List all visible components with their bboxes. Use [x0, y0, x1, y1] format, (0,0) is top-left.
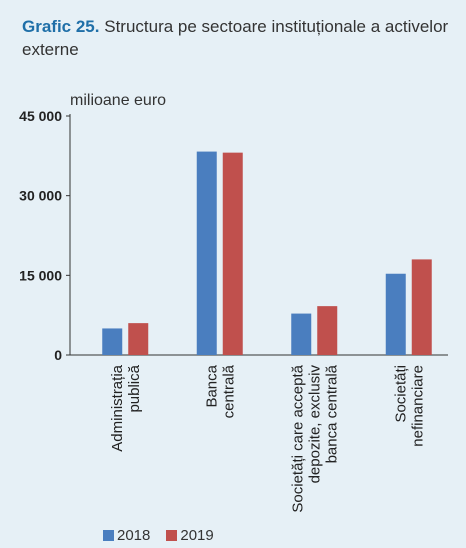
bar-2019-2 [317, 306, 338, 355]
x-category-label: Societăți care acceptă [289, 364, 306, 512]
bar-2019-0 [128, 323, 149, 355]
y-tick-label: 45 000 [19, 108, 62, 124]
unit-label: milioane euro [70, 92, 167, 109]
x-category-label: Administrația [109, 364, 126, 451]
bar-2018-3 [385, 273, 406, 355]
chart-number: Grafic 25. [22, 17, 100, 36]
y-tick-label: 30 000 [19, 188, 62, 204]
bar-2019-1 [222, 152, 243, 355]
bar-2018-0 [102, 328, 123, 355]
legend-item-2018: 2018 [103, 527, 150, 544]
x-category-label: banca centrală [323, 364, 340, 463]
x-category-label: Banca [203, 364, 220, 407]
x-category-label: Societăți [392, 365, 409, 423]
legend: 2018 2019 [103, 527, 230, 544]
x-category-label: nefinanciare [409, 365, 426, 447]
bar-2018-2 [291, 313, 312, 355]
legend-swatch-2019 [166, 530, 178, 541]
legend-item-2019: 2019 [166, 527, 214, 544]
legend-label-2018: 2018 [117, 527, 151, 544]
chart-title-text: Structura pe sectoare instituționale a a… [22, 17, 449, 59]
x-category-label: centrală [220, 364, 237, 418]
legend-swatch-2018 [103, 530, 114, 541]
x-category-label: publică [126, 364, 143, 412]
bar-2018-1 [196, 151, 217, 355]
chart-title: Grafic 25. Structura pe sectoare institu… [22, 15, 452, 61]
y-tick-label: 15 000 [19, 267, 62, 283]
x-category-label: depozite, exclusiv [306, 365, 323, 484]
bar-2019-3 [411, 259, 432, 355]
legend-label-2019: 2019 [180, 527, 214, 544]
y-tick-label: 0 [54, 347, 62, 363]
